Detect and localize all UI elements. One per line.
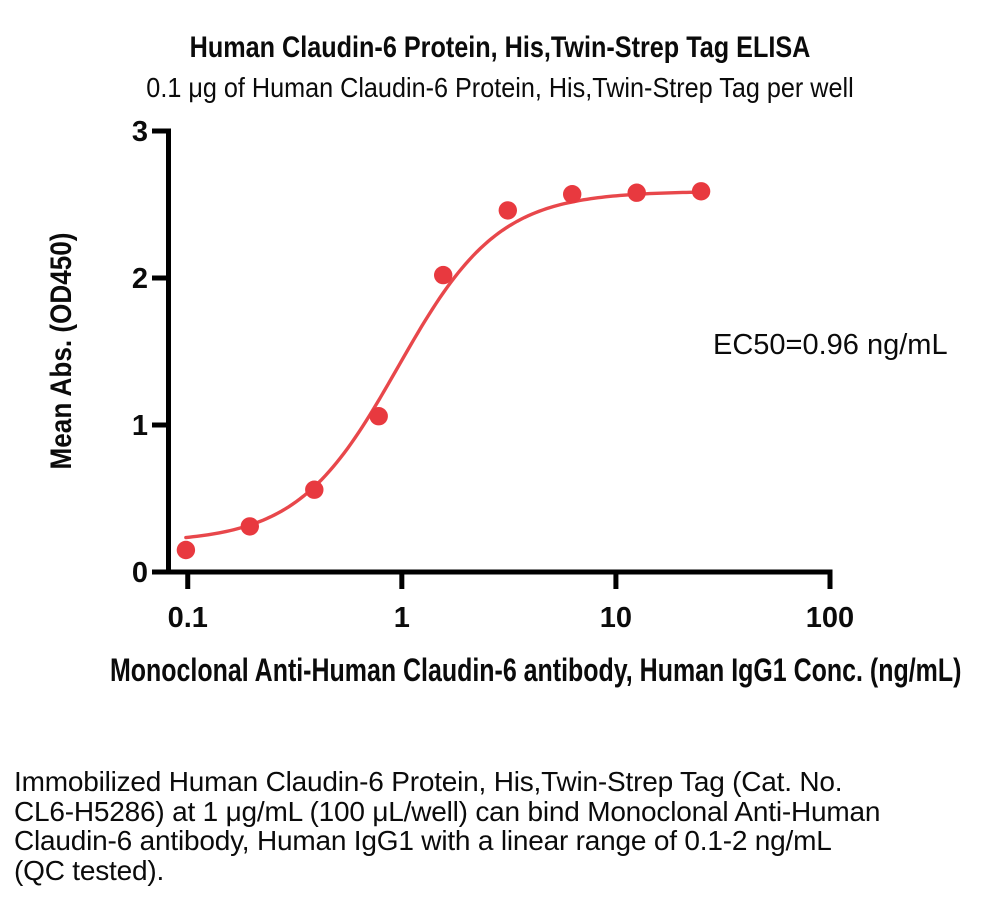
fit-curve <box>184 190 703 540</box>
data-point <box>691 182 711 201</box>
data-point <box>434 265 453 285</box>
data-point <box>176 540 196 560</box>
data-point <box>369 407 388 426</box>
ec50-annotation: EC50=0.96 ng/mL <box>713 329 948 361</box>
data-point <box>305 480 324 499</box>
x-axis-title: Monoclonal Anti-Human Claudin-6 antibody… <box>110 652 962 688</box>
data-point <box>627 183 646 202</box>
y-axis-title: Mean Abs. (OD450) <box>45 232 78 470</box>
x-tick-label: 1 <box>394 602 410 634</box>
description-line: CL6-H5286) at 1 μg/mL (100 μL/well) can … <box>14 795 881 827</box>
chart-subtitle: 0.1 μg of Human Claudin-6 Protein, His,T… <box>146 72 854 103</box>
y-tick-label: 1 <box>132 410 148 442</box>
data-point <box>240 517 259 536</box>
description-line: Claudin-6 antibody, Human IgG1 with a li… <box>14 825 832 856</box>
chart-title: Human Claudin-6 Protein, His,Twin-Strep … <box>189 31 811 64</box>
y-tick-label: 3 <box>132 116 148 148</box>
data-point <box>498 201 517 220</box>
description-text: Immobilized Human Claudin-6 Protein, His… <box>14 767 880 885</box>
x-tick-label: 0.1 <box>168 602 208 634</box>
x-tick-label: 100 <box>806 602 854 634</box>
description-line: (QC tested). <box>14 854 165 886</box>
description-line: Immobilized Human Claudin-6 Protein, His… <box>14 766 843 797</box>
data-point <box>563 185 582 204</box>
x-tick-label: 10 <box>600 602 632 634</box>
y-tick-label: 0 <box>132 557 148 589</box>
y-tick-label: 2 <box>132 263 148 295</box>
